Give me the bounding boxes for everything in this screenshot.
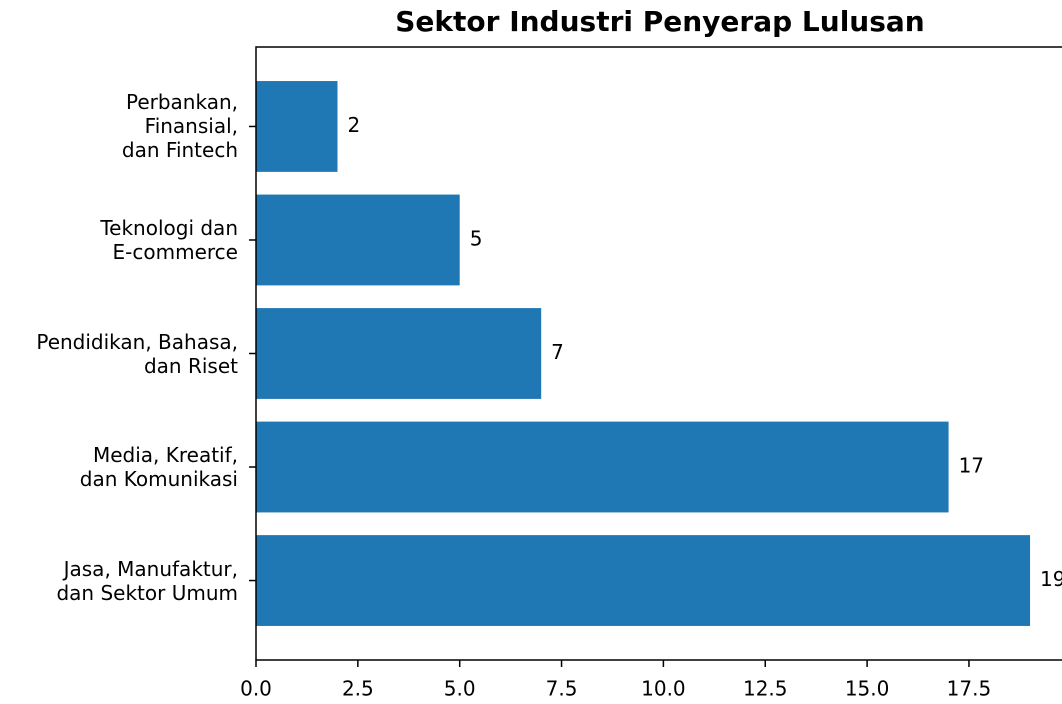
- x-tick-label: 12.5: [743, 677, 788, 701]
- x-tick-label: 5.0: [444, 677, 476, 701]
- y-tick-label: Teknologi dan E-commerce: [100, 215, 238, 264]
- x-tick-label: 17.5: [947, 677, 992, 701]
- bar: [256, 535, 1031, 626]
- chart-title: Sektor Industri Penyerap Lulusan: [395, 5, 924, 38]
- value-label: 7: [551, 340, 564, 364]
- value-label: 5: [470, 226, 483, 250]
- x-tick-label: 10.0: [641, 677, 686, 701]
- value-label: 17: [959, 454, 984, 478]
- value-label: 19: [1040, 567, 1062, 591]
- y-tick-label: Perbankan, Finansial, dan Fintech: [121, 90, 238, 163]
- y-tick-label: Media, Kreatif, dan Komunikasi: [79, 443, 238, 492]
- axes-frame: [255, 46, 1062, 661]
- x-tick-label: 2.5: [342, 677, 374, 701]
- x-tick-label: 15.0: [845, 677, 890, 701]
- bar: [256, 194, 460, 286]
- x-tick-label: 0.0: [240, 677, 272, 701]
- y-tick-label: Jasa, Manufaktur, dan Sektor Umum: [56, 556, 238, 605]
- bar: [256, 81, 338, 172]
- bar: [256, 421, 949, 513]
- y-tick-label: Pendidikan, Bahasa, dan Riset: [36, 329, 238, 378]
- value-label: 2: [347, 113, 360, 137]
- x-tick-label: 7.5: [546, 677, 578, 701]
- bar: [256, 308, 542, 399]
